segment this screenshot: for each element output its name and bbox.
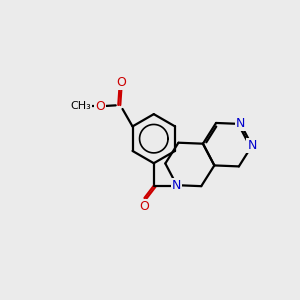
Text: O: O — [95, 100, 105, 113]
Text: O: O — [116, 76, 126, 89]
Text: N: N — [236, 117, 245, 130]
Text: N: N — [172, 179, 181, 192]
Text: O: O — [139, 200, 148, 213]
Text: N: N — [247, 139, 257, 152]
Text: N: N — [172, 179, 181, 192]
Text: CH₃: CH₃ — [70, 101, 91, 111]
